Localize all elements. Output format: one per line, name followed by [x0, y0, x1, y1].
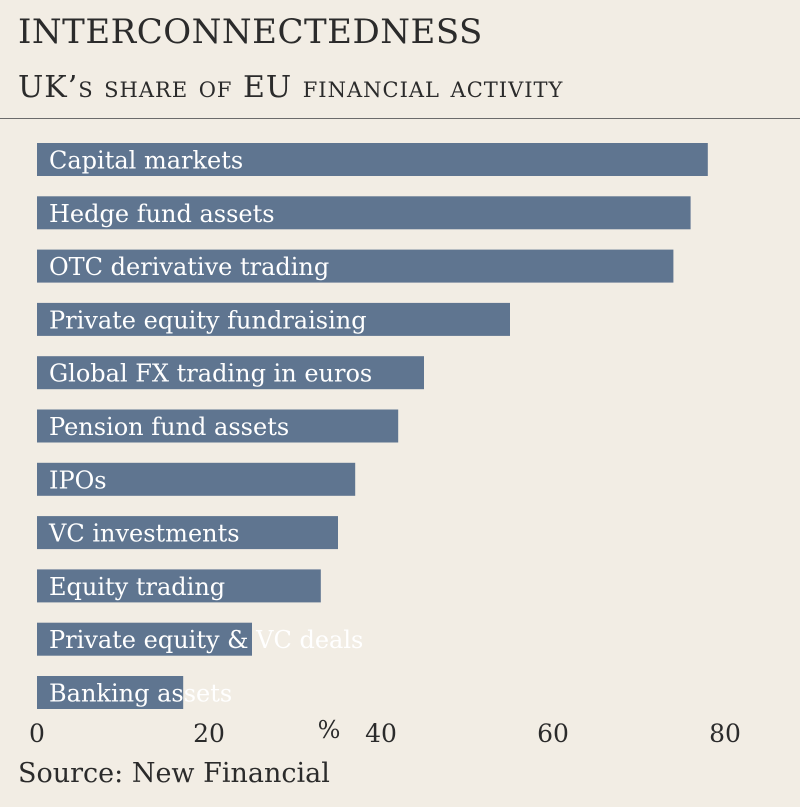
title-divider: [0, 118, 800, 119]
x-tick-label-4: 80: [709, 719, 741, 748]
bar-10: [37, 676, 184, 709]
bar-label-1: Hedge fund assets: [49, 200, 275, 228]
chart-subtitle: UK’s share of EU financial activity: [18, 70, 564, 105]
bar-8: [37, 569, 321, 603]
source-note: Source: New Financial: [18, 758, 330, 789]
bar-label-3: Private equity fundraising: [49, 306, 367, 334]
bar-label-4: Global FX trading in euros: [49, 360, 372, 388]
bar-label-5: Pension fund assets: [49, 413, 289, 441]
x-tick-label-2: 40: [365, 719, 397, 748]
bar-label-7: VC investments: [48, 520, 240, 548]
bar-label-8: Equity trading: [49, 573, 225, 601]
bar-6: [37, 462, 356, 496]
bar-3: [37, 302, 510, 336]
x-tick-label-1: 20: [193, 719, 225, 748]
bar-0: [37, 143, 708, 176]
bar-label-6: IPOs: [49, 466, 107, 494]
bar-7: [37, 516, 338, 550]
bar-label-0: Capital markets: [49, 147, 243, 175]
x-tick-label-3: 60: [537, 719, 569, 748]
x-axis-unit-label: %: [318, 716, 341, 744]
bar-9: [37, 622, 252, 656]
bar-1: [37, 196, 691, 230]
x-tick-label-0: 0: [29, 719, 45, 748]
bar-label-10: Banking assets: [49, 680, 232, 708]
chart-title: INTERCONNECTEDNESS: [18, 12, 483, 52]
bar-4: [37, 356, 424, 390]
bar-label-2: OTC derivative trading: [49, 253, 329, 281]
bar-5: [37, 409, 399, 443]
bar-label-9: Private equity & VC deals: [49, 626, 363, 654]
bar-2: [37, 249, 674, 283]
